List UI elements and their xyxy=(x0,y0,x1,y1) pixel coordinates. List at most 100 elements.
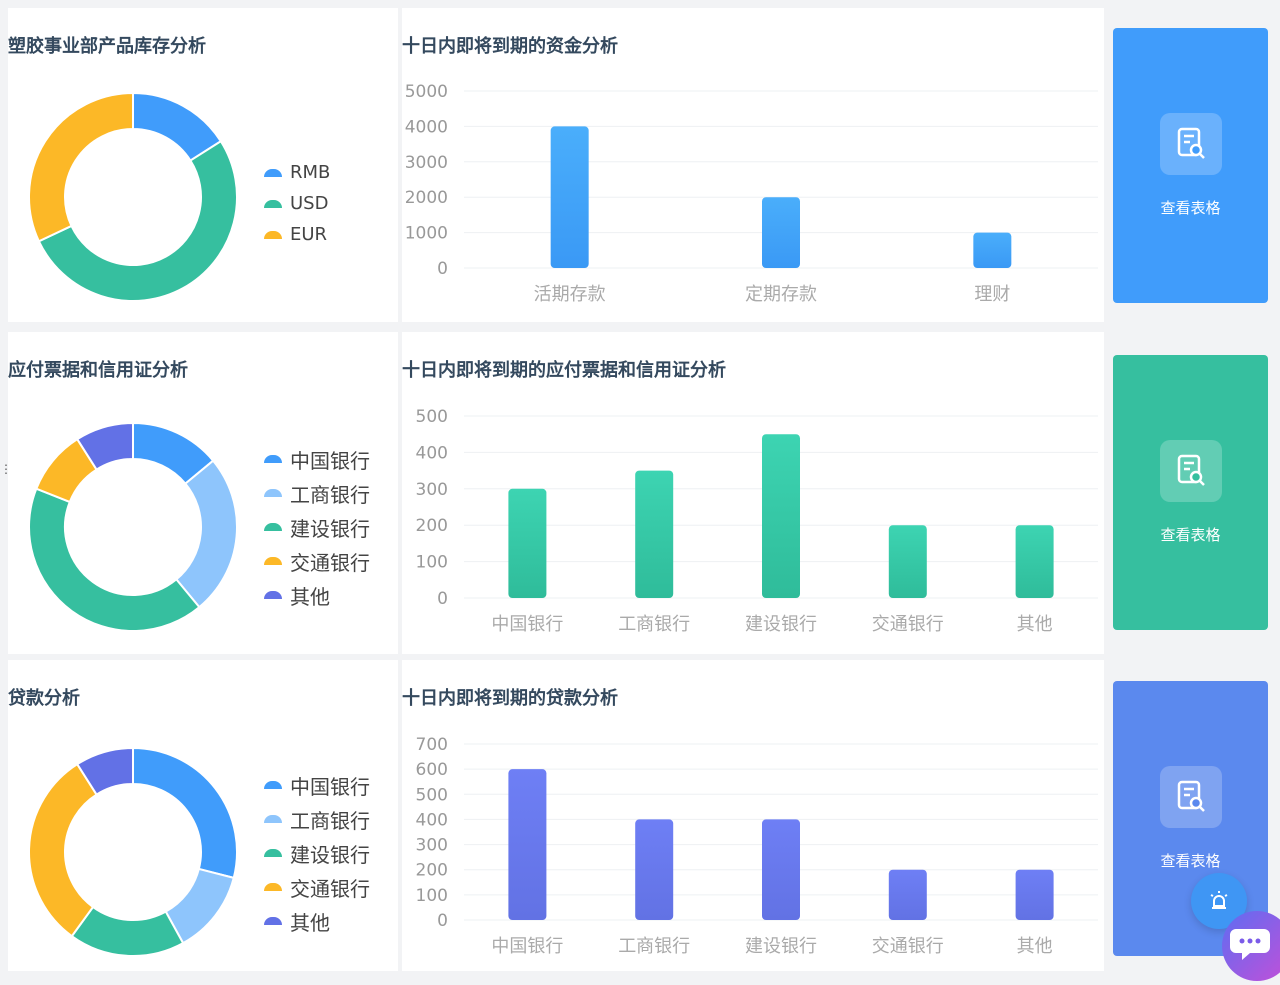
bar[interactable] xyxy=(508,769,547,920)
funds-bar-chart: 0 1000 2000 3000 4000 5000 活期存款 定期存款 理财 xyxy=(405,82,1098,305)
bar[interactable] xyxy=(635,470,674,598)
chat-assistant-icon xyxy=(1230,929,1270,960)
inventory-donut-title: 塑胶事业部产品库存分析 xyxy=(8,36,206,57)
alarm-bell-icon xyxy=(1210,891,1228,909)
x-tick-label: 工商银行 xyxy=(618,614,690,635)
legend-swatch xyxy=(264,815,282,823)
inventory-donut-legend: RMB USD EUR xyxy=(264,157,330,250)
funds-bar-card: 十日内即将到期的资金分析 0 1000 2000 3000 4000 5000 活期存款 定期… xyxy=(402,8,1104,322)
x-tick-label: 建设银行 xyxy=(745,936,817,957)
view-table-label: 查看表格 xyxy=(1160,852,1221,870)
legend-swatch xyxy=(264,849,282,857)
chat-assistant-button[interactable] xyxy=(1222,911,1280,981)
x-tick-label: 中国银行 xyxy=(491,614,563,635)
legend-swatch xyxy=(264,557,282,565)
bar[interactable] xyxy=(1015,869,1054,920)
y-tick-label: 0 xyxy=(437,259,448,279)
legend-label: 其他 xyxy=(290,584,330,609)
x-tick-label: 建设银行 xyxy=(745,614,817,635)
bar[interactable] xyxy=(973,232,1012,268)
legend-label: 中国银行 xyxy=(290,774,370,799)
legend-label: 工商银行 xyxy=(290,482,370,507)
donut-slice-4[interactable] xyxy=(28,762,98,938)
bar[interactable] xyxy=(762,819,800,920)
y-tick-label: 0 xyxy=(437,911,448,931)
notes-bar-title: 十日内即将到期的应付票据和信用证分析 xyxy=(402,360,726,381)
legend-label: 交通银行 xyxy=(290,876,370,901)
legend-item[interactable]: 交通银行 xyxy=(264,544,370,578)
loans-bar-chart: 0 100 200 300 400 500 600 700 中国银行 工商银行 建设银行 交通银行 其他 xyxy=(416,735,1098,957)
legend-item[interactable]: 工商银行 xyxy=(264,476,370,510)
legend-swatch xyxy=(264,591,282,599)
legend-label: 中国银行 xyxy=(290,448,370,473)
legend-item[interactable]: 交通银行 xyxy=(264,870,370,904)
legend-label: RMB xyxy=(290,162,331,183)
legend-item[interactable]: 建设银行 xyxy=(264,836,370,870)
bar[interactable] xyxy=(550,126,589,269)
legend-item[interactable]: 中国银行 xyxy=(264,768,370,802)
donut-slice-1[interactable] xyxy=(132,747,238,880)
legend-swatch xyxy=(264,781,282,789)
x-tick-label: 交通银行 xyxy=(872,614,944,635)
bar[interactable] xyxy=(1015,525,1054,598)
y-tick-label: 300 xyxy=(416,480,448,500)
y-tick-label: 3000 xyxy=(405,153,448,173)
loans-bar-card: 十日内即将到期的贷款分析 0 100 200 300 400 500 600 700 中国银行 工… xyxy=(402,660,1104,971)
legend-item[interactable]: 其他 xyxy=(264,904,370,938)
legend-item[interactable]: 建设银行 xyxy=(264,510,370,544)
loans-bar-title: 十日内即将到期的贷款分析 xyxy=(402,688,618,709)
donut-slice-5[interactable] xyxy=(75,747,134,796)
bar[interactable] xyxy=(635,819,674,920)
notes-donut-card: 应付票据和信用证分析 中国银行工商银行建设银行 交通银行其他 xyxy=(8,332,398,654)
legend-swatch xyxy=(264,199,282,208)
donut-slice-5[interactable] xyxy=(75,422,134,471)
x-tick-label: 其他 xyxy=(1017,936,1053,957)
y-tick-label: 700 xyxy=(416,735,448,755)
y-tick-label: 500 xyxy=(416,785,448,805)
notes-donut-legend: 中国银行工商银行建设银行 交通银行其他 xyxy=(264,442,370,612)
legend-label: USD xyxy=(290,193,329,214)
x-tick-label: 理财 xyxy=(974,284,1010,305)
notes-bar-card: 十日内即将到期的应付票据和信用证分析 0 100 200 300 400 500 中国银行 工… xyxy=(402,332,1104,654)
loans-donut-title: 贷款分析 xyxy=(8,688,80,709)
donut-slice-2[interactable] xyxy=(174,459,238,609)
donut-slice-3[interactable] xyxy=(28,487,201,632)
x-tick-label: 工商银行 xyxy=(618,936,690,957)
legend-item[interactable]: USD xyxy=(264,188,330,219)
donut-slice-2[interactable] xyxy=(37,139,238,302)
legend-label: 建设银行 xyxy=(290,842,370,867)
legend-swatch xyxy=(264,523,282,531)
legend-label: 工商银行 xyxy=(290,808,370,833)
y-tick-label: 600 xyxy=(416,760,448,780)
legend-item[interactable]: 其他 xyxy=(264,578,370,612)
loans-donut-card: 贷款分析 中国银行工商银行建设银行交通银行其他 xyxy=(8,660,398,971)
view-table-button-notes[interactable]: 查看表格 xyxy=(1113,355,1268,630)
y-tick-label: 500 xyxy=(416,407,448,427)
legend-swatch xyxy=(264,230,282,239)
legend-item[interactable]: 中国银行 xyxy=(264,442,370,476)
x-tick-label: 中国银行 xyxy=(491,936,563,957)
y-tick-label: 400 xyxy=(416,443,448,463)
legend-item[interactable]: 工商银行 xyxy=(264,802,370,836)
bar[interactable] xyxy=(888,525,927,598)
x-tick-label: 活期存款 xyxy=(534,284,606,305)
legend-swatch xyxy=(264,455,282,463)
x-tick-label: 其他 xyxy=(1017,614,1053,635)
inventory-donut-chart xyxy=(28,92,238,302)
notes-bar-chart: 0 100 200 300 400 500 中国银行 工商银行 建设银行 交通银行 其他 xyxy=(416,407,1098,635)
bar[interactable] xyxy=(762,197,800,268)
notes-donut-title: 应付票据和信用证分析 xyxy=(8,360,188,381)
legend-item[interactable]: EUR xyxy=(264,219,330,250)
legend-swatch xyxy=(264,168,282,177)
bar[interactable] xyxy=(762,434,800,598)
view-table-button-funds[interactable]: 查看表格 xyxy=(1113,28,1268,303)
y-tick-label: 2000 xyxy=(405,188,448,208)
document-search-icon xyxy=(1159,440,1222,502)
legend-swatch xyxy=(264,883,282,891)
donut-slice-3[interactable] xyxy=(28,92,134,243)
legend-item[interactable]: RMB xyxy=(264,157,330,188)
bar[interactable] xyxy=(508,488,547,598)
bar[interactable] xyxy=(888,869,927,920)
document-search-icon xyxy=(1159,766,1222,828)
y-tick-label: 400 xyxy=(416,810,448,830)
